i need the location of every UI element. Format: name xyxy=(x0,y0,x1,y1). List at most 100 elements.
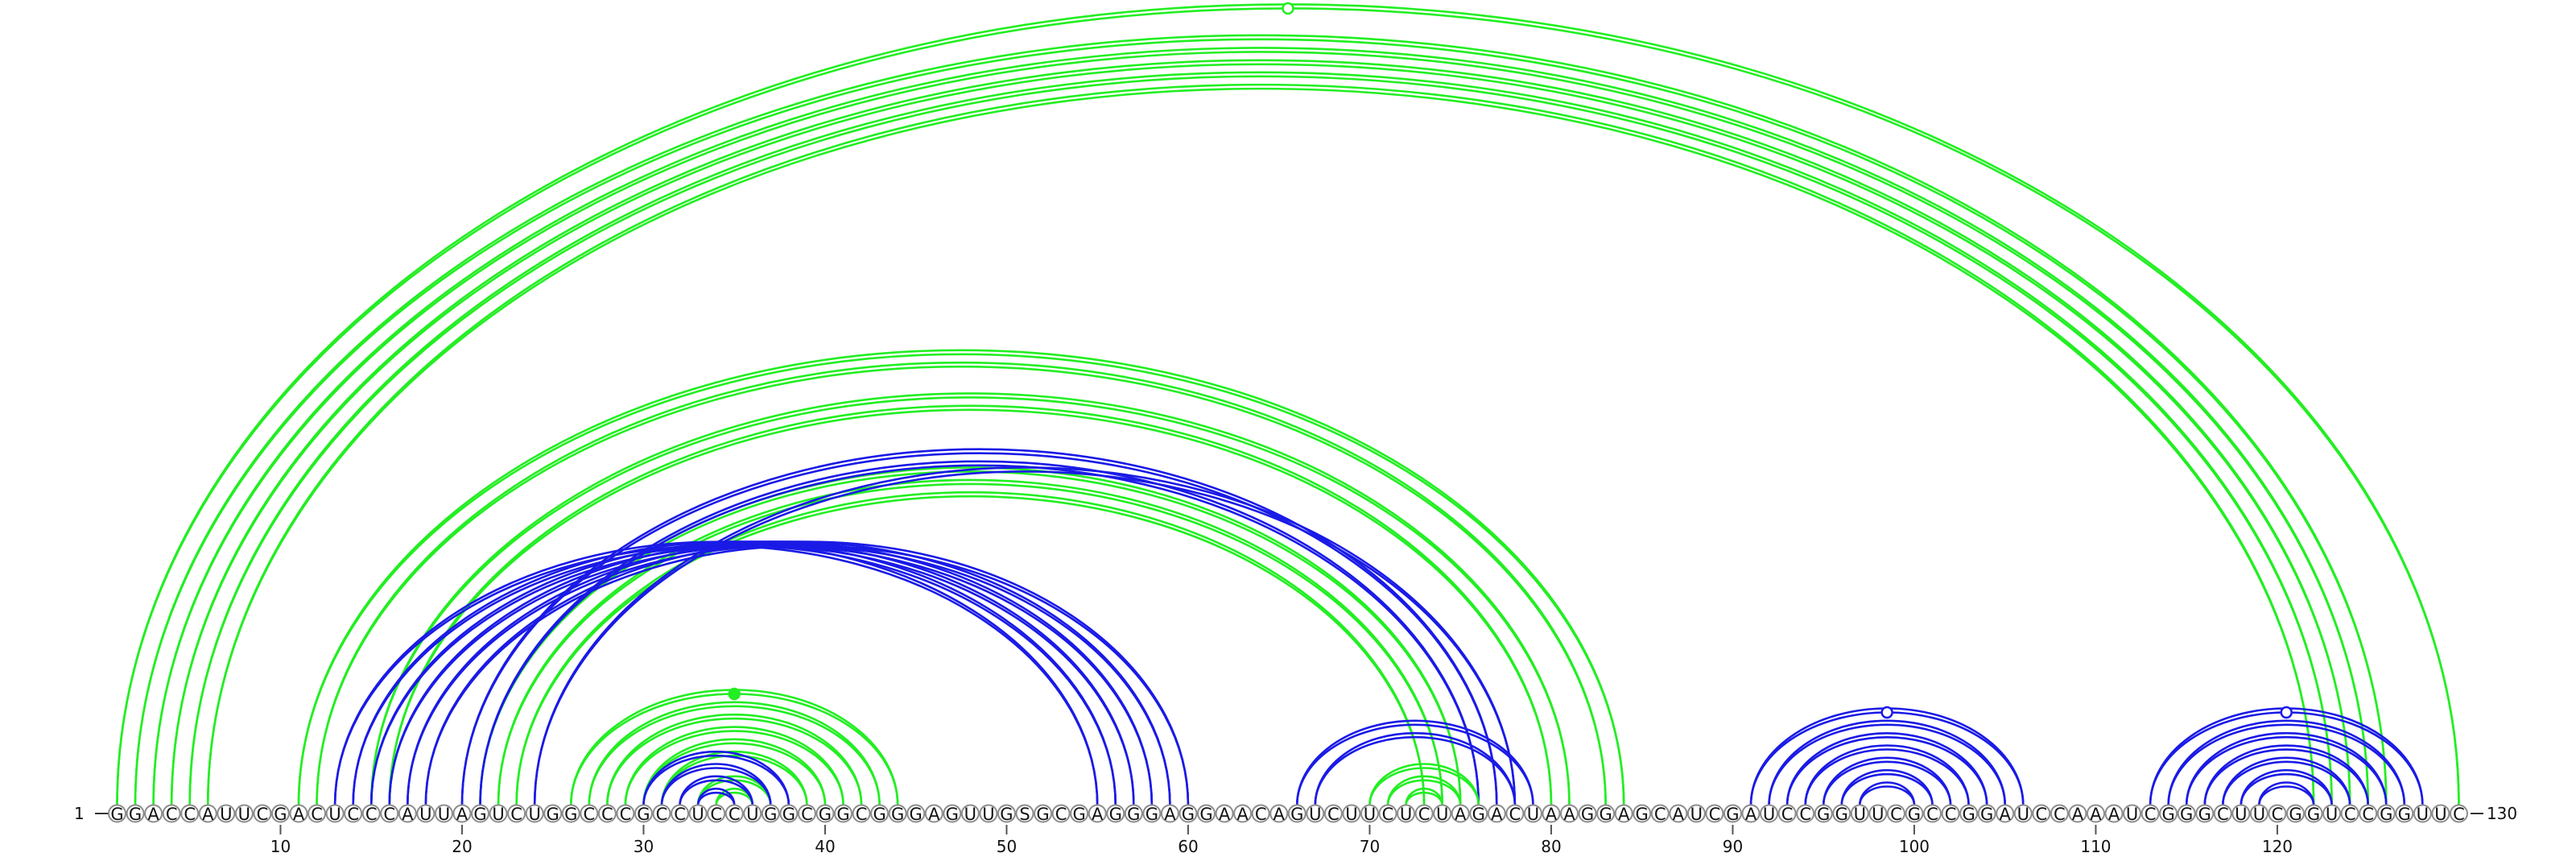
base-pair-arc xyxy=(2167,719,2406,805)
base-pair-arc xyxy=(388,540,1154,805)
nucleotide-letter: U xyxy=(2235,805,2247,824)
nucleotide-letter: C xyxy=(383,805,395,824)
nucleotide-letter: G xyxy=(910,805,923,824)
nucleotide-circle xyxy=(1959,804,1979,823)
nucleotide-circle xyxy=(507,804,526,823)
base-pair-arc xyxy=(1314,735,1517,805)
nucleotide-circle xyxy=(1542,804,1561,823)
base-pair-arc xyxy=(316,361,1607,805)
nucleotide-letter: U xyxy=(964,805,976,824)
nucleotide-circle xyxy=(2340,804,2359,823)
nucleotide-circle xyxy=(1850,804,1869,823)
nucleotide-circle xyxy=(380,804,399,823)
base-pair-arc xyxy=(2240,768,2333,805)
base-pair-arc xyxy=(369,392,1571,805)
nucleotide-circle xyxy=(1796,804,1815,823)
nucleotide-circle xyxy=(1723,804,1742,823)
nucleotide-circle xyxy=(1323,804,1343,823)
base-pair-arc xyxy=(1314,731,1517,805)
base-pair-arc xyxy=(660,767,772,805)
nucleotide-letter: U xyxy=(746,805,758,824)
base-pair-arc xyxy=(2185,735,2388,805)
nucleotide-letter: C xyxy=(1255,805,1267,824)
base-pair-arc xyxy=(588,705,881,805)
base-pair-arc xyxy=(388,544,1154,805)
nucleotide-letter: U xyxy=(1364,805,1376,824)
position-tick-label: 120 xyxy=(2262,837,2293,856)
arc-marker xyxy=(2280,706,2293,719)
base-pair-arc xyxy=(642,750,791,805)
nucleotide-letter: A xyxy=(293,805,305,824)
nucleotide-circle xyxy=(434,804,453,823)
base-pair-arc xyxy=(460,452,1498,805)
base-pair-arc xyxy=(1859,781,1916,805)
nucleotide-letter: C xyxy=(1709,805,1721,824)
position-tick-label: 100 xyxy=(1899,837,1930,856)
nucleotide-letter: G xyxy=(1036,805,1049,824)
nucleotide-circle xyxy=(1197,804,1216,823)
nucleotide-circle xyxy=(361,804,381,823)
base-pair-arc xyxy=(533,470,1517,805)
nucleotide-circle xyxy=(870,804,890,823)
nucleotide-circle xyxy=(1088,804,1107,823)
nucleotide-letter: C xyxy=(2272,805,2284,824)
base-pair-arc xyxy=(1768,723,2006,805)
nucleotide-letter: C xyxy=(1327,805,1340,824)
base-pair-arc xyxy=(2258,781,2315,805)
nucleotide-letter: C xyxy=(311,805,323,824)
nucleotide-letter: A xyxy=(402,805,414,824)
nucleotide-circle xyxy=(1106,804,1125,823)
nucleotide-circle xyxy=(2395,804,2414,823)
base-pair-arc xyxy=(660,763,772,805)
nucleotide-circle xyxy=(1051,804,1071,823)
nucleotide-letter: A xyxy=(1092,805,1104,824)
arc-marker xyxy=(728,687,741,701)
base-pair-arc xyxy=(497,482,1443,805)
nucleotide-letter: A xyxy=(2108,805,2120,824)
nucleotide-letter: G xyxy=(564,805,577,824)
nucleotide-circle xyxy=(1596,804,1616,823)
base-pair-arc xyxy=(1785,731,1988,805)
nucleotide-letter: G xyxy=(2180,805,2193,824)
nucleotide-letter: C xyxy=(601,805,613,824)
nucleotide-circle xyxy=(1306,804,1325,823)
base-pair-arc xyxy=(606,717,863,805)
nucleotide-circle xyxy=(2086,804,2105,823)
base-pair-arc xyxy=(152,46,2369,805)
base-pair-arc xyxy=(1386,775,1462,805)
nucleotide-circle xyxy=(2231,804,2251,823)
nucleotide-circle xyxy=(561,804,580,823)
base-pair-arc xyxy=(134,38,2388,805)
position-tick-label: 60 xyxy=(1178,837,1198,856)
arc-marker xyxy=(1880,706,1893,719)
sequence-backbone: 1 130 xyxy=(74,804,2517,823)
nucleotide-circle xyxy=(2213,804,2232,823)
base-pair-arc xyxy=(660,750,808,805)
nucleotide-circle xyxy=(2068,804,2087,823)
nucleotide-letter: C xyxy=(1890,805,1902,824)
nucleotide-circle xyxy=(489,804,508,823)
base-pair-arc xyxy=(2203,744,2369,805)
base-pair-arc xyxy=(479,460,1480,805)
nucleotide-letter: G xyxy=(836,805,849,824)
position-tick-label: 110 xyxy=(2080,837,2111,856)
nucleotide-circle xyxy=(906,804,926,823)
nucleotide-letter: C xyxy=(856,805,868,824)
base-pair-arc xyxy=(1785,735,1988,805)
base-pair-arc xyxy=(188,71,2333,805)
nucleotide-letter: C xyxy=(2035,805,2047,824)
nucleotide-circle xyxy=(308,804,327,823)
nucleotide-circle xyxy=(2249,804,2268,823)
nucleotide-circle xyxy=(234,804,254,823)
nucleotide-letter: A xyxy=(202,805,214,824)
nucleotide-circle xyxy=(815,804,835,823)
nucleotide-letter: U xyxy=(2126,805,2138,824)
nucleotide-circle xyxy=(616,804,635,823)
base-pair-arc xyxy=(606,713,863,805)
nucleotide-circle xyxy=(1505,804,1525,823)
nucleotide-circle xyxy=(652,804,671,823)
nucleotide-circle xyxy=(1868,804,1888,823)
nucleotide-circle xyxy=(1760,804,1779,823)
nucleotide-circle xyxy=(126,804,145,823)
